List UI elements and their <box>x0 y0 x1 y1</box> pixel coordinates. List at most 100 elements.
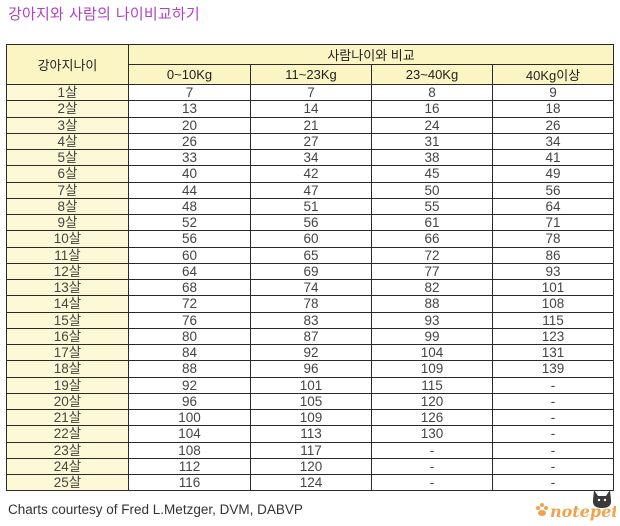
human-age-cell: 18 <box>491 100 615 118</box>
human-age-cell: 61 <box>371 213 493 232</box>
table-body: 1살 7 7 8 9 2살 13 14 16 18 3살 20 21 24 26 4살 26 27 31 34 5살 33… <box>6 83 615 492</box>
human-age-cell: 65 <box>250 246 372 264</box>
human-age-cell: 100 <box>128 408 251 427</box>
human-age-cell: 47 <box>250 181 372 199</box>
human-age-cell: 124 <box>250 473 372 492</box>
human-age-cell: 117 <box>250 441 372 459</box>
human-age-cell: 60 <box>128 246 251 264</box>
human-age-cell: 105 <box>250 392 372 411</box>
human-age-group-header: 사람나이와 비교 <box>127 44 615 65</box>
human-age-cell: 27 <box>250 132 372 151</box>
human-age-cell: 101 <box>250 376 372 394</box>
human-age-cell: 82 <box>371 278 493 297</box>
human-age-cell: 69 <box>250 262 372 281</box>
logo-text: notepet <box>550 502 616 521</box>
table-row: 20살 96 105 120- <box>6 392 615 411</box>
table-row: 13살 68 74 82 101 <box>6 278 615 297</box>
human-age-cell: 96 <box>250 360 372 378</box>
human-age-cell: 72 <box>128 295 251 313</box>
human-age-cell: 108 <box>128 441 251 459</box>
human-age-cell: 96 <box>128 392 251 411</box>
dog-age-cell: 4살 <box>6 132 129 151</box>
table-row: 18살 88 96 109 139 <box>6 360 615 378</box>
human-age-cell: 120 <box>371 392 493 411</box>
human-age-cell: 126 <box>371 408 493 427</box>
human-age-cell: 26 <box>128 132 251 151</box>
human-age-cell: 26 <box>491 116 615 134</box>
dog-age-cell: 24살 <box>6 457 129 476</box>
human-age-cell: 78 <box>250 295 372 313</box>
human-age-cell: 7 <box>128 83 251 102</box>
human-age-cell: 84 <box>128 343 251 362</box>
human-age-cell: 51 <box>250 197 372 216</box>
human-age-cell: 83 <box>250 311 372 329</box>
column-header: 40Kg이상 <box>491 64 615 85</box>
human-age-cell: 21 <box>250 116 372 134</box>
human-age-cell: 88 <box>371 295 493 313</box>
human-age-cell: 13 <box>128 100 251 118</box>
human-age-cell: 8 <box>371 83 493 102</box>
human-age-cell: 24 <box>371 116 493 134</box>
human-age-cell: 88 <box>128 360 251 378</box>
human-age-cell: 99 <box>371 327 493 346</box>
table-row: 10살 56 60 66 78 <box>6 230 615 248</box>
human-age-cell: 48 <box>128 197 251 216</box>
human-age-cell: - <box>371 441 493 459</box>
human-age-cell: 40 <box>128 165 251 183</box>
human-age-cell: 56 <box>250 213 372 232</box>
human-age-cell: 80 <box>128 327 251 346</box>
dog-age-cell: 12살 <box>6 262 129 281</box>
column-header: 11~23Kg <box>250 64 372 85</box>
dog-age-cell: 10살 <box>6 230 129 248</box>
dog-age-cell: 17살 <box>6 343 129 362</box>
human-age-cell: 34 <box>491 132 615 151</box>
human-age-cell: 60 <box>250 230 372 248</box>
human-age-cell: 20 <box>128 116 251 134</box>
dog-age-cell: 21살 <box>6 408 129 427</box>
human-age-cell: 52 <box>128 213 251 232</box>
human-age-cell: 130 <box>371 425 493 443</box>
table-row: 14살 72 78 88 108 <box>6 295 615 313</box>
dog-age-cell: 8살 <box>6 197 129 216</box>
human-age-cell: 131 <box>491 343 615 362</box>
human-age-cell: 104 <box>371 343 493 362</box>
table-row: 3살 20 21 24 26 <box>6 116 615 134</box>
table-row: 7살 44 47 50 56 <box>6 181 615 199</box>
human-age-cell: 87 <box>250 327 372 346</box>
human-age-cell: - <box>371 473 493 492</box>
human-age-cell: 108 <box>491 295 615 313</box>
human-age-cell: 33 <box>128 148 251 167</box>
human-age-cell: 56 <box>491 181 615 199</box>
table-row: 22살 104 113 130- <box>6 425 615 443</box>
human-age-cell: 45 <box>371 165 493 183</box>
human-age-cell: 7 <box>250 83 372 102</box>
table-row: 1살 7 7 8 9 <box>6 83 615 102</box>
human-age-cell: 109 <box>371 360 493 378</box>
human-age-cell: - <box>371 457 493 476</box>
dog-age-cell: 13살 <box>6 278 129 297</box>
table-row: 11살 60 65 72 86 <box>6 246 615 264</box>
human-age-cell: 64 <box>491 197 615 216</box>
table-row: 12살 64 69 77 93 <box>6 262 615 281</box>
human-age-cell: 56 <box>128 230 251 248</box>
human-age-cell: 78 <box>491 230 615 248</box>
human-age-cell: - <box>491 392 615 411</box>
human-age-cell: 115 <box>371 376 493 394</box>
page-title: 강아지와 사람의 나이비교하기 <box>8 5 200 23</box>
dog-human-age-table: 강아지나이 사람나이와 비교 0~10Kg 11~23Kg 23~40Kg 40… <box>6 44 615 492</box>
human-age-cell: - <box>491 457 615 476</box>
human-age-cell: 38 <box>371 148 493 167</box>
dog-age-cell: 19살 <box>6 376 129 394</box>
human-age-cell: - <box>491 441 615 459</box>
human-age-cell: 93 <box>491 262 615 281</box>
dog-age-cell: 18살 <box>6 360 129 378</box>
human-age-cell: - <box>491 376 615 394</box>
table-row: 17살 84 92 104 131 <box>6 343 615 362</box>
human-age-cell: 68 <box>128 278 251 297</box>
table-row: 16살 80 87 99 123 <box>6 327 615 346</box>
human-age-cell: 31 <box>371 132 493 151</box>
dog-age-cell: 1살 <box>6 83 129 102</box>
human-age-cell: 123 <box>491 327 615 346</box>
cat-silhouette-icon: notepet <box>536 490 619 521</box>
dog-age-cell: 23살 <box>6 441 129 459</box>
